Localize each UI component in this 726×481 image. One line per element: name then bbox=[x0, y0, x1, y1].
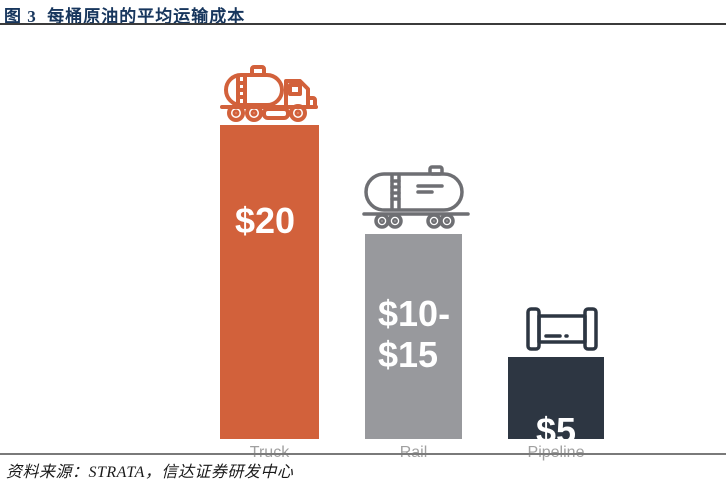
bar-truck: $20 bbox=[220, 125, 319, 439]
bar-pipeline: $5 bbox=[508, 357, 604, 451]
bar-pipeline-value: $5 bbox=[535, 410, 577, 452]
rail-tank-car-icon bbox=[362, 164, 470, 230]
bar-rail: $10- $15 bbox=[365, 234, 462, 439]
header-rule bbox=[0, 23, 726, 25]
bar-truck-label: Truck bbox=[220, 444, 319, 462]
figure-title: 图 3 每桶原油的平均运输成本 bbox=[4, 7, 246, 26]
bar-rail-label: Rail bbox=[365, 444, 462, 462]
bar-chart: $20 Truck bbox=[0, 24, 726, 461]
bar-truck-value: $20 bbox=[235, 200, 296, 242]
tanker-truck-icon bbox=[218, 61, 322, 123]
footer-rule bbox=[0, 453, 726, 455]
bar-pipeline-label: Pipeline bbox=[508, 444, 604, 462]
pipeline-icon bbox=[523, 303, 601, 355]
bar-rail-value: $10- $15 bbox=[378, 293, 451, 375]
source-attribution: 资料来源：STRATA，信达证券研发中心 bbox=[6, 464, 294, 481]
